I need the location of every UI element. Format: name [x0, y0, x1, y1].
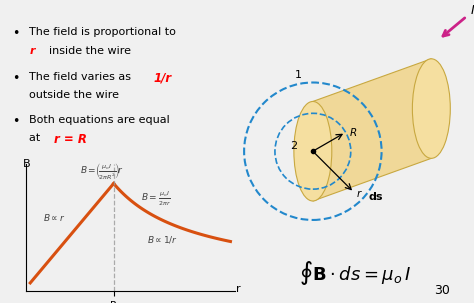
- Text: R: R: [349, 128, 356, 138]
- Text: The field varies as: The field varies as: [29, 72, 135, 82]
- Text: $B \propto 1/r$: $B \propto 1/r$: [147, 234, 178, 245]
- Text: outside the wire: outside the wire: [29, 90, 119, 100]
- Text: r: r: [29, 45, 35, 56]
- Ellipse shape: [412, 59, 450, 158]
- Text: r: r: [237, 284, 241, 294]
- Text: 2: 2: [290, 142, 298, 152]
- Text: $B{=}\!\left(\!\frac{\mu_o I}{2\pi R^2}\!\right)\!r$: $B{=}\!\left(\!\frac{\mu_o I}{2\pi R^2}\…: [80, 161, 124, 181]
- Text: •: •: [12, 115, 19, 128]
- Text: The field is proportional to: The field is proportional to: [29, 27, 176, 37]
- Text: $B \propto r$: $B \propto r$: [43, 212, 65, 223]
- Text: 30: 30: [435, 284, 450, 297]
- Text: $B = \frac{\mu_o I}{2\pi r}$: $B = \frac{\mu_o I}{2\pi r}$: [141, 190, 171, 208]
- Text: r: r: [356, 189, 361, 199]
- Text: r = R: r = R: [54, 133, 87, 146]
- Text: Both equations are equal: Both equations are equal: [29, 115, 170, 125]
- Text: ds: ds: [369, 192, 383, 202]
- Text: B: B: [23, 158, 31, 168]
- Ellipse shape: [294, 102, 332, 201]
- Polygon shape: [313, 59, 431, 201]
- Text: I: I: [470, 4, 474, 17]
- Text: •: •: [12, 27, 19, 40]
- Text: $\oint \mathbf{B} \cdot ds = \mu_o\, I$: $\oint \mathbf{B} \cdot ds = \mu_o\, I$: [300, 259, 411, 287]
- Text: 1: 1: [295, 70, 302, 80]
- Text: 1/r: 1/r: [154, 72, 172, 85]
- Text: •: •: [12, 72, 19, 85]
- Text: at: at: [29, 133, 44, 143]
- Text: inside the wire: inside the wire: [49, 45, 131, 56]
